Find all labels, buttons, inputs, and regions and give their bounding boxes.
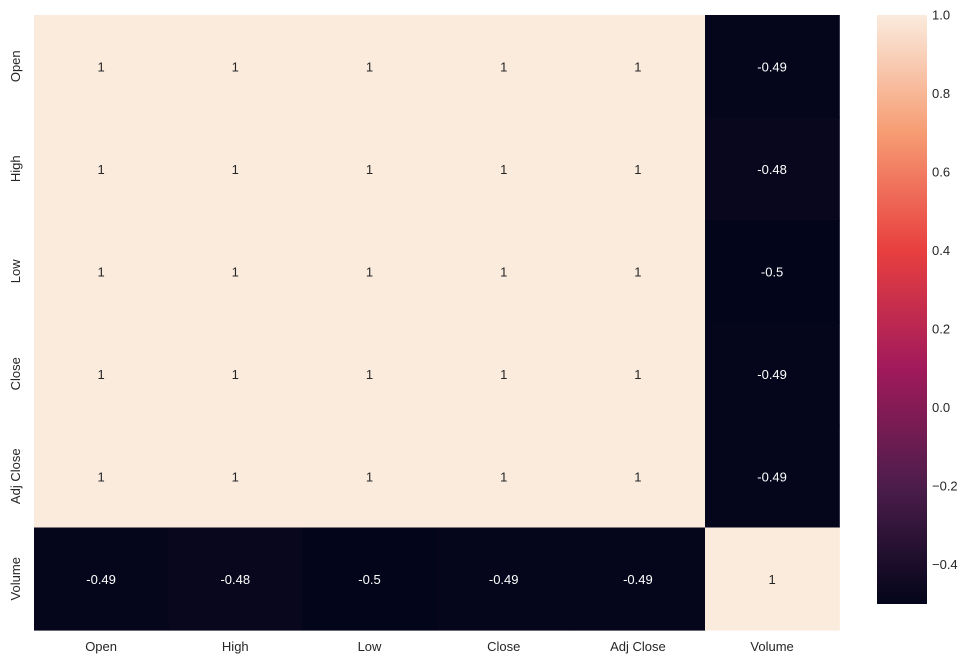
colorbar-tick-label: 0.6 — [932, 165, 950, 180]
cell-annotation: 1 — [232, 264, 239, 279]
cell-annotation: 1 — [232, 59, 239, 74]
colorbar-tick-label: −0.2 — [932, 479, 958, 494]
colorbar-gradient — [877, 15, 927, 604]
heatmap-cell — [302, 15, 438, 119]
colorbar-tick-label: 0.2 — [932, 322, 950, 337]
heatmap-cell — [34, 117, 169, 221]
cell-annotation: 1 — [500, 367, 507, 382]
cell-annotation: -0.5 — [358, 572, 380, 587]
cell-annotation: -0.49 — [757, 59, 787, 74]
cell-annotation: 1 — [97, 162, 104, 177]
heatmap-cell — [705, 15, 840, 119]
cell-annotation: 1 — [500, 162, 507, 177]
cell-annotation: -0.5 — [761, 264, 783, 279]
cell-annotation: 1 — [366, 162, 373, 177]
heatmap-cell — [302, 117, 438, 221]
cell-annotation: 1 — [500, 469, 507, 484]
y-tick-label: Open — [8, 50, 23, 82]
x-tick-label: Volume — [750, 639, 793, 654]
cell-annotation: 1 — [768, 572, 775, 587]
heatmap-cell — [436, 117, 572, 221]
x-tick-label: Open — [85, 639, 117, 654]
colorbar-tick-label: 0.8 — [932, 86, 950, 101]
heatmap-cell — [705, 117, 840, 221]
heatmap-cell — [570, 425, 706, 529]
cell-annotation: 1 — [232, 367, 239, 382]
heatmap-cell — [34, 220, 169, 324]
heatmap-cell — [302, 322, 438, 426]
colorbar-tick-label: −0.4 — [932, 557, 958, 572]
heatmap-cell — [302, 425, 438, 529]
heatmap-cell — [168, 15, 303, 119]
cell-annotation: -0.49 — [623, 572, 653, 587]
heatmap-cell — [168, 220, 303, 324]
x-tick-label: High — [222, 639, 249, 654]
cell-annotation: -0.48 — [757, 162, 787, 177]
cell-annotation: 1 — [97, 469, 104, 484]
colorbar-tick-label: 0.0 — [932, 400, 950, 415]
cell-annotation: -0.48 — [220, 572, 250, 587]
colorbar-tick-label: 1.0 — [932, 8, 950, 23]
x-tick-label: Close — [487, 639, 520, 654]
cell-annotation: -0.49 — [489, 572, 519, 587]
cell-annotation: -0.49 — [86, 572, 116, 587]
cell-annotation: 1 — [232, 469, 239, 484]
heatmap-cell — [570, 322, 706, 426]
heatmap-cell — [705, 220, 840, 324]
cell-annotation: 1 — [97, 264, 104, 279]
cell-annotation: -0.49 — [757, 469, 787, 484]
heatmap-cell — [436, 425, 572, 529]
heatmap-cell — [34, 527, 169, 631]
x-tick-label: Adj Close — [610, 639, 666, 654]
y-axis-tick-labels: Open High Low Close Adj Close Volume — [8, 50, 23, 600]
cell-annotation: 1 — [634, 469, 641, 484]
cell-annotation: 1 — [366, 367, 373, 382]
cell-annotation: 1 — [634, 59, 641, 74]
cell-annotation: 1 — [232, 162, 239, 177]
cell-annotation: 1 — [366, 59, 373, 74]
y-tick-label: High — [8, 155, 23, 182]
cell-annotation: 1 — [366, 469, 373, 484]
cell-annotation: 1 — [500, 59, 507, 74]
cell-annotation: -0.49 — [757, 367, 787, 382]
heatmap-cell — [705, 527, 840, 631]
cell-annotation: 1 — [366, 264, 373, 279]
heatmap-cell — [705, 322, 840, 426]
heatmap-cell — [34, 15, 169, 119]
cell-annotation: 1 — [97, 367, 104, 382]
heatmap-cell — [436, 322, 572, 426]
heatmap-cell — [34, 425, 169, 529]
heatmap-cell — [570, 220, 706, 324]
x-tick-label: Low — [358, 639, 382, 654]
y-tick-label: Close — [8, 357, 23, 390]
cell-annotation: 1 — [97, 59, 104, 74]
heatmap-cell — [302, 527, 438, 631]
heatmap-cell — [168, 527, 303, 631]
heatmap-cell — [705, 425, 840, 529]
cell-annotation: 1 — [634, 367, 641, 382]
heatmap-cell — [570, 527, 706, 631]
heatmap-cell — [570, 15, 706, 119]
heatmap-cell — [168, 117, 303, 221]
heatmap-cell — [34, 322, 169, 426]
cell-annotation: 1 — [634, 264, 641, 279]
heatmap-cell — [436, 15, 572, 119]
heatmap-cell — [168, 322, 303, 426]
colorbar: 1.0 0.8 0.6 0.4 0.2 0.0 −0.2 −0.4 — [877, 8, 958, 604]
x-axis-tick-labels: Open High Low Close Adj Close Volume — [85, 639, 794, 654]
cell-annotations: 1 1 1 1 1 -0.49 1 1 1 1 1 -0.48 1 1 1 1 1 -0.5 1 1 1 1 1 -0.49 1… — [86, 59, 787, 587]
y-tick-label: Low — [8, 259, 23, 283]
heatmap-cell — [436, 220, 572, 324]
cell-annotation: 1 — [634, 162, 641, 177]
heatmap-cell — [302, 220, 438, 324]
colorbar-tick-label: 0.4 — [932, 243, 950, 258]
y-tick-label: Adj Close — [8, 448, 23, 504]
heatmap-cell — [436, 527, 572, 631]
heatmap-cell — [168, 425, 303, 529]
cell-annotation: 1 — [500, 264, 507, 279]
y-tick-label: Volume — [8, 557, 23, 600]
heatmap-cells — [34, 15, 840, 631]
heatmap-cell — [570, 117, 706, 221]
